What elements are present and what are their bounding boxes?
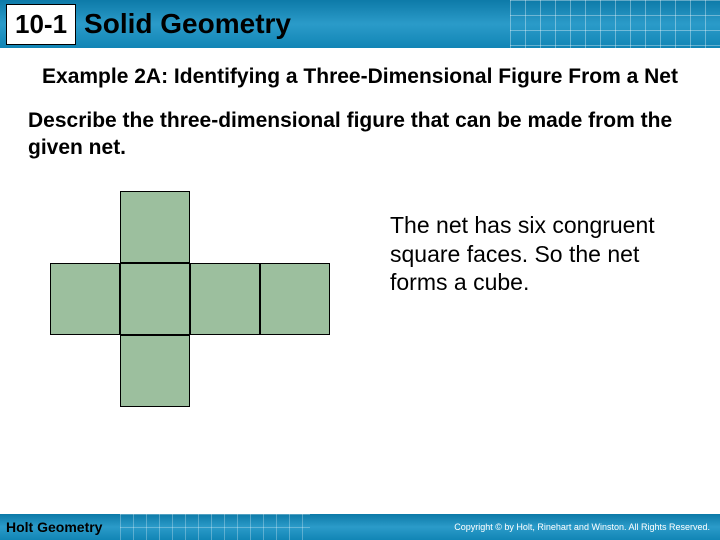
cube-net-figure xyxy=(50,191,330,407)
net-square xyxy=(50,263,120,335)
lesson-number-badge: 10-1 xyxy=(6,4,76,45)
content-row: The net has six congruent square faces. … xyxy=(0,191,720,407)
header-bar: 10-1 Solid Geometry xyxy=(0,0,720,48)
net-square xyxy=(120,263,190,335)
footer-bar: Holt Geometry Copyright © by Holt, Rineh… xyxy=(0,514,720,540)
footer-grid-decoration xyxy=(120,514,310,540)
net-square xyxy=(260,263,330,335)
answer-text: The net has six congruent square faces. … xyxy=(390,211,690,297)
header-title: Solid Geometry xyxy=(84,8,291,40)
net-square xyxy=(120,335,190,407)
footer-copyright: Copyright © by Holt, Rinehart and Winsto… xyxy=(454,522,710,532)
example-title: Example 2A: Identifying a Three-Dimensio… xyxy=(0,64,720,90)
net-square xyxy=(120,191,190,263)
net-square xyxy=(190,263,260,335)
footer-left-text: Holt Geometry xyxy=(6,519,102,535)
instruction-text: Describe the three-dimensional figure th… xyxy=(0,108,720,161)
header-grid-decoration xyxy=(510,0,720,48)
